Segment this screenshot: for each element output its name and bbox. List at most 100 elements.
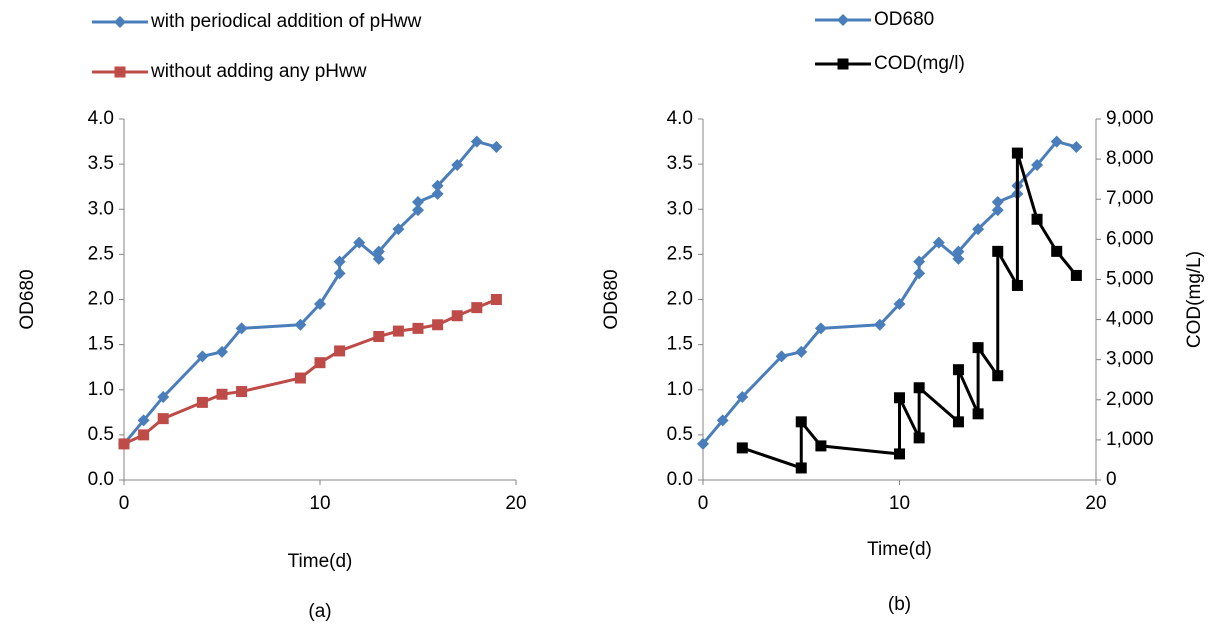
data-point	[1050, 135, 1063, 148]
data-point	[490, 140, 503, 153]
y2-tick-label: 9,000	[1106, 108, 1154, 129]
y2-tick-label: 3,000	[1106, 349, 1154, 370]
data-point	[451, 310, 463, 322]
data-point	[1051, 245, 1063, 257]
data-point	[913, 382, 925, 394]
data-point	[412, 196, 424, 209]
data-point	[196, 396, 208, 408]
data-point	[1070, 140, 1083, 153]
data-point	[372, 245, 385, 258]
data-point	[991, 204, 1004, 217]
data-point	[972, 223, 985, 236]
legend-label: OD680	[874, 9, 934, 30]
data-point	[471, 302, 483, 314]
data-point	[716, 414, 729, 427]
y-tick-label: 1.5	[667, 334, 693, 355]
data-point	[913, 267, 926, 280]
y-tick-label: 3.0	[667, 198, 693, 219]
x-tick-label: 0	[119, 493, 130, 514]
data-point	[373, 331, 385, 343]
data-point	[893, 298, 906, 311]
data-point	[353, 236, 366, 249]
series-line	[741, 151, 1078, 470]
data-point	[196, 350, 209, 363]
data-point	[972, 342, 984, 354]
data-point	[894, 448, 905, 460]
data-point	[333, 255, 346, 268]
y-tick-label: 2.5	[667, 243, 693, 264]
data-point	[294, 318, 307, 331]
data-point	[157, 390, 170, 403]
y-tick-label: 0.5	[88, 424, 114, 445]
data-point	[1031, 159, 1044, 172]
data-point	[294, 372, 306, 384]
x-tick-label: 10	[309, 493, 330, 514]
x-tick-label: 20	[505, 493, 526, 514]
data-point	[795, 345, 808, 358]
data-point	[334, 345, 346, 357]
data-point	[932, 236, 945, 249]
data-point	[137, 414, 150, 427]
legend-label: without adding any pHww	[150, 61, 367, 82]
data-point	[451, 159, 464, 172]
data-point	[333, 267, 346, 280]
data-point	[431, 179, 444, 192]
x-tick-label: 0	[698, 493, 709, 514]
x-tick-label: 20	[1085, 493, 1106, 514]
y2-tick-label: 6,000	[1106, 228, 1154, 249]
y-tick-label: 3.5	[88, 153, 114, 174]
data-point	[1011, 147, 1023, 159]
data-point	[236, 386, 248, 398]
legend-marker	[114, 16, 126, 28]
data-point	[1031, 213, 1043, 225]
y-tick-label: 2.0	[667, 289, 693, 310]
data-point	[157, 413, 169, 425]
data-point	[412, 204, 424, 217]
y-tick-label: 2.0	[88, 289, 114, 310]
y2-tick-label: 2,000	[1106, 389, 1154, 410]
y-tick-label: 1.0	[88, 379, 114, 400]
data-point	[736, 442, 748, 454]
data-point	[894, 392, 905, 404]
caption: (a)	[308, 601, 331, 622]
data-point	[992, 245, 1004, 257]
data-point	[815, 440, 827, 452]
y2-tick-label: 4,000	[1106, 309, 1154, 330]
data-point	[952, 364, 964, 376]
y2-tick-label: 8,000	[1106, 148, 1154, 169]
x-axis-title: Time(d)	[867, 539, 932, 560]
data-point	[913, 432, 925, 444]
y-tick-label: 4.0	[88, 108, 114, 129]
data-point	[138, 429, 150, 441]
y-axis-title: OD680	[601, 269, 622, 329]
data-point	[490, 294, 502, 305]
y-tick-label: 3.0	[88, 198, 114, 219]
y-tick-label: 0.0	[88, 469, 114, 490]
data-point	[314, 298, 326, 311]
data-point	[697, 437, 709, 450]
y-tick-label: 0.0	[667, 469, 693, 490]
data-point	[1070, 269, 1082, 281]
data-point	[736, 390, 749, 403]
data-point	[392, 223, 405, 236]
y-axis-title: OD680	[17, 269, 38, 329]
x-tick-label: 10	[889, 493, 910, 514]
data-point	[1011, 279, 1023, 291]
y-tick-label: 4.0	[667, 108, 693, 129]
data-point	[470, 135, 483, 148]
data-point	[372, 252, 385, 265]
series-line	[123, 298, 497, 446]
y-tick-label: 0.5	[667, 424, 693, 445]
data-point	[952, 416, 964, 428]
y2-axis-title: COD(mg/L)	[1184, 251, 1205, 348]
data-point	[412, 322, 424, 334]
data-point	[873, 318, 886, 331]
y-tick-label: 3.5	[667, 153, 693, 174]
data-point	[431, 187, 444, 200]
data-point	[432, 319, 444, 331]
legend-marker	[114, 66, 126, 78]
data-point	[775, 350, 788, 363]
data-point	[991, 196, 1004, 209]
data-point	[795, 416, 807, 428]
